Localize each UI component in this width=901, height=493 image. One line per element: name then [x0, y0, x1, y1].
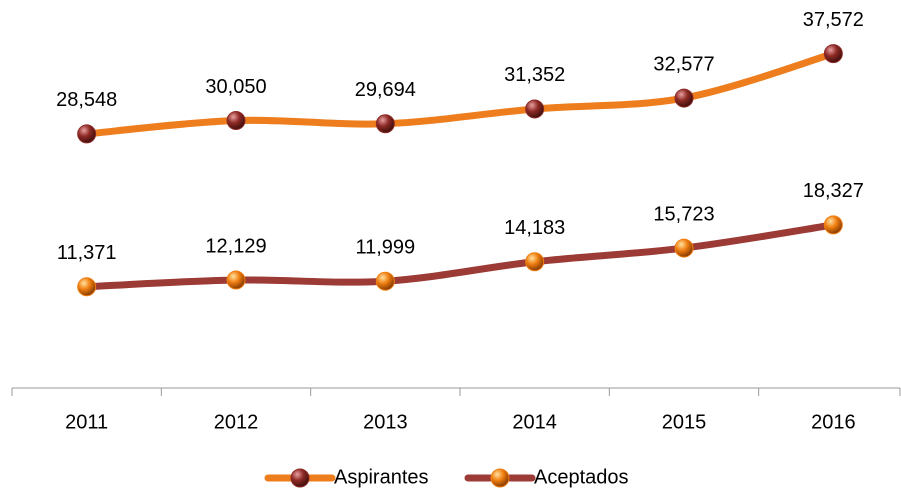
data-label: 14,183 [504, 217, 565, 239]
data-label: 31,352 [504, 64, 565, 86]
data-point [674, 88, 694, 108]
legend-marker [490, 468, 510, 488]
x-tick-label: 2014 [512, 411, 557, 433]
x-tick-label: 2011 [65, 411, 108, 433]
series-line [83, 221, 837, 291]
data-label: 32,577 [653, 53, 714, 75]
x-tick-label: 2012 [214, 411, 259, 433]
data-point [375, 114, 395, 134]
series-line [83, 50, 837, 138]
data-label: 37,572 [803, 9, 864, 31]
data-point [226, 270, 246, 290]
data-point [375, 271, 395, 291]
data-point [823, 215, 843, 235]
data-label: 12,129 [205, 235, 266, 257]
legend-label: Aspirantes [334, 466, 429, 488]
data-label: 30,050 [205, 76, 266, 98]
data-label: 15,723 [653, 203, 714, 225]
data-label: 28,548 [56, 89, 117, 111]
data-point [823, 44, 843, 64]
x-tick-label: 2016 [811, 411, 856, 433]
data-label: 29,694 [355, 79, 416, 101]
legend-marker [290, 468, 310, 488]
legend-label: Aceptados [534, 466, 629, 488]
data-point [525, 252, 545, 272]
data-point [226, 111, 246, 131]
data-point [525, 99, 545, 119]
data-label: 11,999 [355, 236, 415, 258]
data-label: 18,327 [803, 180, 864, 202]
data-label: 11,371 [57, 242, 117, 264]
data-point [77, 124, 97, 144]
x-tick-label: 2013 [363, 411, 408, 433]
data-point [77, 277, 97, 297]
data-point [674, 238, 694, 258]
x-tick-label: 2015 [662, 411, 707, 433]
